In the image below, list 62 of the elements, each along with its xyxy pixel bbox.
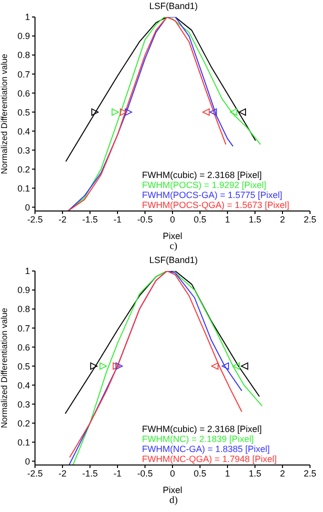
x-tick-label: -2 xyxy=(58,468,67,478)
x-axis-title: Pixel xyxy=(162,231,182,241)
x-tick-label: -2.5 xyxy=(27,214,43,224)
x-tick-label: 2.5 xyxy=(304,214,316,224)
x-axis-title: Pixel xyxy=(162,485,182,495)
x-tick-label: 1.5 xyxy=(248,468,262,478)
y-tick-label: 0.3 xyxy=(17,399,30,410)
text: FWHM(NC) = 2.1839 [Pixel] xyxy=(142,434,255,444)
y-tick-label: 0.4 xyxy=(17,380,30,390)
y-tick-label: 1 xyxy=(24,266,30,276)
x-tick-label: 1.5 xyxy=(248,214,262,224)
y-axis-title: Normalized Differentiation value xyxy=(0,308,10,428)
line-series xyxy=(65,17,256,162)
text: d) xyxy=(168,495,179,508)
y-tick-label: 0.9 xyxy=(17,31,30,42)
text: FWHM(POCS-QGA) = 1.5673 [Pixel] xyxy=(142,200,290,210)
y-tick-label: 0.2 xyxy=(17,418,30,428)
x-tick-label: -1 xyxy=(113,214,122,224)
y-tick-label: 0.5 xyxy=(17,107,30,118)
y-tick-label: 0.4 xyxy=(17,126,30,136)
text: FWHM(POCS) = 1.9292 [Pixel] xyxy=(142,180,268,190)
x-tick-label: 2 xyxy=(280,468,286,478)
x-tick-label: -2.5 xyxy=(27,468,43,478)
y-tick-label: 0 xyxy=(24,456,30,466)
x-tick-label: -0.5 xyxy=(137,468,153,478)
y-tick-label: 0.6 xyxy=(17,342,30,352)
y-axis-title: Normalized Differentiation value xyxy=(0,54,10,174)
text: c) xyxy=(168,241,178,254)
y-tick-label: 0.1 xyxy=(17,183,30,194)
text: FWHM(cubic) = 2.3168 [Pixel] xyxy=(142,424,263,434)
x-tick-label: 1 xyxy=(224,468,230,478)
x-tick-label: 2.5 xyxy=(304,468,316,478)
y-tick-label: 0.5 xyxy=(17,361,30,372)
y-tick-label: 0.3 xyxy=(17,145,30,156)
text: FWHM(cubic) = 2.3168 [Pixel] xyxy=(142,170,263,180)
x-tick-label: -1 xyxy=(113,468,122,478)
x-tick-label: 2 xyxy=(280,214,286,224)
y-tick-label: 0 xyxy=(24,202,30,212)
x-tick-label: 0.5 xyxy=(194,214,206,224)
x-tick-label: -0.5 xyxy=(137,214,153,224)
line-series xyxy=(64,271,260,414)
x-tick-label: -1.5 xyxy=(82,468,98,478)
y-tick-label: 0.8 xyxy=(17,50,30,60)
y-tick-label: 0.2 xyxy=(17,164,30,174)
y-tick-label: 0.9 xyxy=(17,285,30,296)
y-tick-label: 0.6 xyxy=(17,88,30,98)
chart-title: LSF(Band1) xyxy=(148,254,199,267)
y-tick-label: 1 xyxy=(24,12,30,22)
text: FWHM(NC-GA) = 1.8385 [Pixel] xyxy=(142,444,271,454)
x-tick-label: -2 xyxy=(58,214,67,224)
x-tick-label: -1.5 xyxy=(82,214,98,224)
x-tick-label: 0 xyxy=(170,214,176,224)
chart-title: LSF(Band1) xyxy=(148,0,199,13)
y-tick-label: 0.7 xyxy=(17,323,30,334)
text: FWHM(POCS-GA) = 1.5775 [Pixel] xyxy=(142,190,284,200)
text: FWHM(NC-QGA) = 1.7948 [Pixel] xyxy=(142,454,277,464)
y-tick-label: 0.8 xyxy=(17,304,30,314)
x-tick-label: 0.5 xyxy=(194,468,206,478)
y-tick-label: 0.7 xyxy=(17,69,30,80)
x-tick-label: 1 xyxy=(224,214,230,224)
y-tick-label: 0.1 xyxy=(17,437,30,448)
x-tick-label: 0 xyxy=(170,468,176,478)
